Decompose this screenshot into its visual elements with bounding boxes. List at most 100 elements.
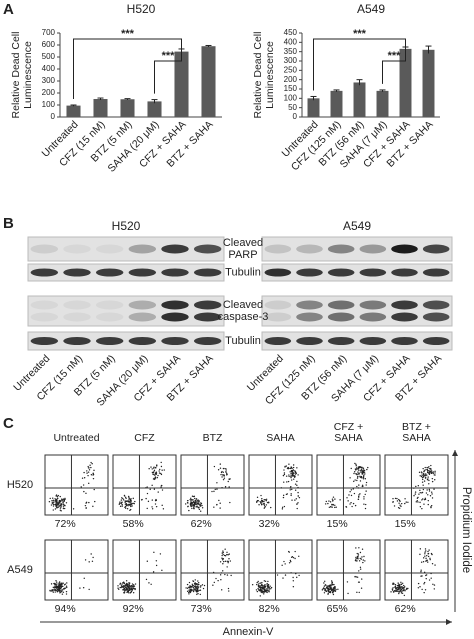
event-dot bbox=[281, 508, 284, 510]
blot-band bbox=[63, 300, 91, 310]
event-dot bbox=[60, 500, 62, 502]
event-dot bbox=[421, 481, 424, 483]
event-dot bbox=[58, 582, 60, 585]
event-dot bbox=[359, 566, 362, 569]
event-dot bbox=[121, 505, 123, 507]
chart-title: H520 bbox=[127, 2, 156, 16]
event-dot bbox=[194, 588, 197, 590]
event-dot bbox=[394, 583, 397, 586]
event-dot bbox=[267, 580, 269, 583]
event-dot bbox=[357, 498, 360, 501]
event-dot bbox=[332, 496, 335, 498]
blot-band bbox=[30, 244, 59, 254]
event-dot bbox=[359, 476, 361, 478]
event-dot bbox=[257, 580, 259, 583]
event-dot bbox=[427, 494, 429, 496]
event-dot bbox=[265, 504, 268, 506]
event-dot bbox=[91, 560, 94, 562]
event-dot bbox=[197, 583, 199, 586]
event-dot bbox=[52, 497, 54, 499]
event-dot bbox=[423, 583, 425, 585]
event-dot bbox=[290, 560, 292, 563]
event-dot bbox=[82, 484, 85, 486]
event-dot bbox=[129, 589, 131, 591]
event-dot bbox=[358, 560, 361, 562]
event-dot bbox=[51, 590, 53, 592]
event-dot bbox=[363, 555, 365, 558]
event-dot bbox=[197, 592, 199, 595]
event-dot bbox=[184, 503, 187, 505]
event-dot bbox=[59, 501, 62, 503]
event-dot bbox=[325, 500, 328, 503]
event-dot bbox=[263, 580, 266, 582]
event-dot bbox=[285, 475, 288, 477]
plot-frame bbox=[44, 539, 109, 601]
event-dot bbox=[59, 504, 62, 507]
event-dot bbox=[297, 502, 299, 504]
event-dot bbox=[126, 585, 128, 588]
event-dot bbox=[55, 500, 58, 503]
event-dot bbox=[64, 498, 66, 501]
event-dot bbox=[257, 587, 259, 590]
event-dot bbox=[72, 508, 75, 510]
event-dot bbox=[263, 507, 265, 509]
event-dot bbox=[327, 585, 329, 587]
event-dot bbox=[226, 560, 229, 562]
event-dot bbox=[220, 579, 222, 581]
bar bbox=[201, 46, 216, 118]
event-dot bbox=[57, 585, 60, 587]
event-dot bbox=[425, 559, 428, 562]
event-dot bbox=[81, 477, 84, 479]
event-dot bbox=[396, 497, 398, 500]
event-dot bbox=[129, 509, 131, 512]
blot-band bbox=[422, 268, 450, 277]
event-dot bbox=[357, 553, 360, 555]
event-dot bbox=[283, 473, 286, 476]
event-dot bbox=[132, 502, 134, 504]
event-dot bbox=[61, 589, 64, 591]
event-dot bbox=[337, 588, 339, 590]
event-dot bbox=[428, 483, 430, 485]
event-dot bbox=[63, 507, 66, 510]
event-dot bbox=[155, 465, 158, 467]
blot-title: H520 bbox=[112, 219, 141, 233]
row-label: Cleaved bbox=[223, 299, 263, 311]
event-dot bbox=[294, 499, 296, 501]
event-dot bbox=[213, 506, 215, 508]
event-dot bbox=[54, 586, 56, 589]
event-dot bbox=[424, 551, 426, 553]
plot-frame bbox=[112, 454, 177, 516]
event-dot bbox=[364, 473, 366, 475]
row-label: A549 bbox=[7, 564, 33, 576]
event-dot bbox=[430, 506, 432, 509]
y-axis-label: Propidium Iodide bbox=[460, 487, 472, 573]
event-dot bbox=[55, 495, 57, 497]
event-dot bbox=[362, 470, 364, 472]
event-dot bbox=[296, 503, 298, 505]
event-dot bbox=[270, 588, 272, 590]
event-dot bbox=[148, 468, 150, 470]
event-dot bbox=[160, 473, 163, 476]
bar bbox=[422, 49, 435, 117]
event-dot bbox=[263, 586, 265, 588]
event-dot bbox=[424, 466, 426, 469]
event-dot bbox=[221, 589, 223, 591]
event-dot bbox=[361, 548, 364, 550]
event-dot bbox=[332, 588, 335, 590]
event-dot bbox=[398, 507, 401, 509]
significance-label: *** bbox=[162, 50, 176, 62]
event-dot bbox=[433, 474, 435, 476]
event-dot bbox=[146, 507, 148, 510]
blot-band bbox=[359, 244, 387, 254]
event-dot bbox=[198, 506, 200, 509]
y-axis-label: Luminescence bbox=[22, 41, 34, 109]
y-tick-label: 300 bbox=[284, 56, 298, 65]
event-dot bbox=[361, 477, 363, 479]
percentage: 94% bbox=[55, 603, 76, 615]
event-dot bbox=[358, 591, 360, 594]
event-dot bbox=[256, 581, 258, 584]
event-dot bbox=[56, 498, 58, 500]
blot-band bbox=[391, 337, 418, 345]
event-dot bbox=[130, 505, 132, 507]
event-dot bbox=[290, 494, 292, 497]
